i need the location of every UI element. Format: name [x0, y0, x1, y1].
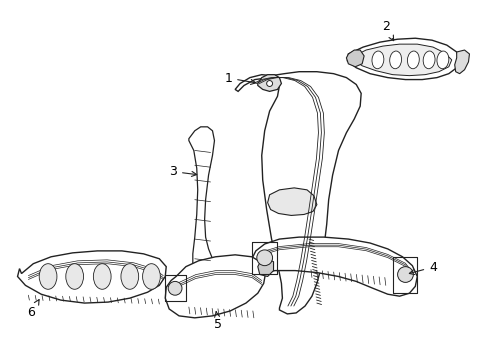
Polygon shape: [165, 255, 265, 318]
Ellipse shape: [93, 264, 111, 289]
Circle shape: [168, 282, 182, 295]
Circle shape: [256, 250, 272, 266]
Ellipse shape: [142, 264, 160, 289]
Polygon shape: [190, 278, 212, 306]
Polygon shape: [353, 44, 451, 76]
Text: 1: 1: [224, 72, 255, 85]
Ellipse shape: [407, 51, 418, 69]
Ellipse shape: [66, 264, 83, 289]
Ellipse shape: [371, 51, 383, 69]
Polygon shape: [346, 50, 364, 67]
Text: 2: 2: [381, 21, 393, 41]
Text: 4: 4: [408, 261, 436, 275]
Ellipse shape: [422, 51, 434, 69]
Text: 3: 3: [169, 165, 196, 178]
Polygon shape: [188, 127, 215, 290]
Ellipse shape: [39, 264, 57, 289]
Polygon shape: [346, 38, 459, 80]
Polygon shape: [251, 237, 416, 296]
Polygon shape: [257, 75, 281, 91]
Circle shape: [266, 81, 272, 86]
Polygon shape: [18, 251, 166, 303]
Text: 6: 6: [27, 300, 39, 319]
Text: 5: 5: [214, 312, 222, 331]
Ellipse shape: [121, 264, 139, 289]
Polygon shape: [454, 50, 468, 74]
Circle shape: [397, 267, 412, 282]
Ellipse shape: [436, 51, 448, 69]
Ellipse shape: [389, 51, 401, 69]
Polygon shape: [235, 72, 361, 314]
Polygon shape: [267, 188, 316, 215]
Polygon shape: [257, 259, 273, 276]
